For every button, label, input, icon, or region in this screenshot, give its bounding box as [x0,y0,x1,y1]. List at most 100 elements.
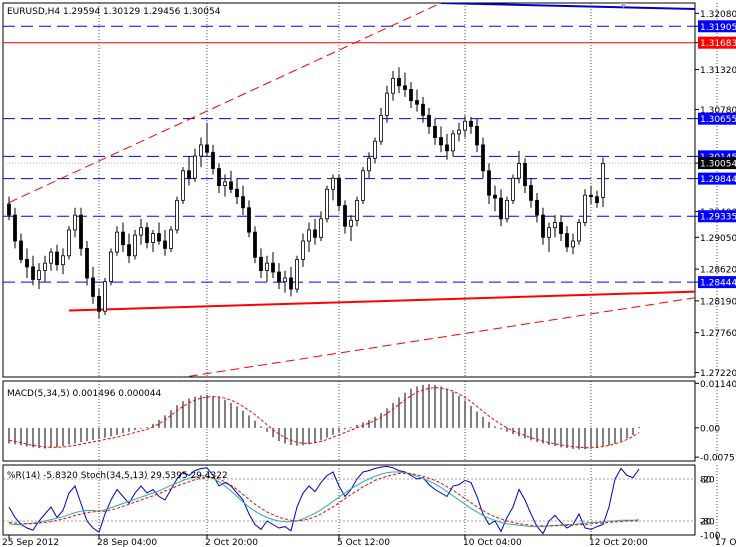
time-tick-label: 5 Oct 12:00 [337,538,390,547]
price-tick-label: 1.28190 [700,297,736,307]
candle-body [55,251,59,266]
candle-body [181,170,185,201]
chart-shift-icon[interactable] [620,3,627,8]
candle-body [229,181,233,190]
candle-body [175,199,179,231]
candle-body [337,177,341,206]
candle-body [25,259,29,268]
candle-body [517,162,521,179]
candle-body [127,244,131,257]
price-tick-label: 1.30780 [700,106,736,116]
candle-body [343,205,347,227]
candle-body [511,177,515,201]
bid-price-tag [698,157,736,170]
candle-body [217,168,221,186]
price-tick-label: 1.29050 [700,234,736,244]
price-tick-label: 1.31320 [700,66,736,76]
time-tick-label: 25 Sep 2012 [2,538,59,547]
candle-body [481,144,485,172]
candle-body [49,251,53,264]
candle-body [61,255,65,266]
candle-body [247,207,251,233]
candle-body [469,120,473,127]
time-axis: 25 Sep 2012 28 Sep 04:00 2 Oct 20:00 5 Oct … [2,535,736,547]
chart-header: EURUSD,H4 1.29594 1.30129 1.29456 1.3005… [7,7,221,17]
trend-line-resistance[interactable] [440,3,736,30]
candle-body [565,233,569,248]
candle-body [403,85,407,90]
candle-body [397,77,401,87]
price-panel [2,2,696,378]
macd-signal-line [8,387,640,449]
candle-body [97,296,101,312]
price-tick-label: 1.27760 [700,329,736,339]
price-tick-label: 1.32080 [700,10,736,20]
candle-body [319,218,323,238]
candle-body [493,194,497,199]
price-level-tag [698,210,736,223]
bid-price-label: 1.30054 [700,160,736,170]
candle-body [415,100,419,105]
price-tag-label: 1.28444 [700,279,736,289]
price-level-tag [698,172,736,185]
price-tag-label: 1.29335 [700,213,736,223]
candle-body [463,120,467,131]
candle-body [43,262,47,271]
candle-body [571,240,575,248]
candle-body [13,214,17,242]
macd-tick-label: -0.00751 [700,454,736,464]
candle-body [79,214,83,249]
candle-body [151,233,155,243]
candle-body [367,157,371,172]
price-levels [3,25,695,283]
candle-body [187,170,191,179]
oscillator-label: %R(14) -5.8320 Stoch(34,5,13) 29.5395 29… [7,471,228,481]
candle-body [277,271,281,283]
candle-body [439,137,443,146]
candle-body [103,281,107,312]
candle-body [325,188,329,220]
candle-body [559,222,563,235]
candle-body [259,256,263,271]
trend-line-channel-top[interactable] [8,3,442,204]
candle-body [139,227,143,236]
price-level-tag [698,112,736,125]
candle-body [427,114,431,127]
oscillator-axis: 80-20 20-80 -100 [700,476,721,542]
price-tag-label: 1.31905 [700,23,736,33]
macd-panel [2,380,696,462]
time-tick-label: 2 Oct 20:00 [205,538,258,547]
candle-body [451,133,455,152]
oscillator-tick-label: -100 [700,532,721,542]
candle-body [505,199,509,220]
candle-body [37,270,41,280]
oscillator-tick-label: 80 [700,476,712,486]
candle-body [589,194,593,198]
candle-body [199,144,203,157]
candle-body [475,126,479,146]
candles [7,67,605,319]
candle-body [349,219,353,227]
oscillator-series-1 [8,471,640,528]
candle-body [307,229,311,242]
candle-body [115,231,119,253]
candle-body [295,259,299,290]
candle-body [391,77,395,94]
candle-body [547,227,551,238]
candle-body [355,199,359,221]
candle-body [163,240,167,249]
candle-body [361,170,365,201]
candle-body [211,151,215,169]
candle-body [235,188,239,198]
candle-body [385,92,389,116]
candle-body [271,262,275,273]
trend-line-support[interactable] [68,265,736,312]
candle-body [535,199,539,216]
oscillator-series-2 [8,472,639,527]
oscillator-tick-label: -20 [700,476,715,486]
candle-body [331,177,335,190]
candle-body [223,181,227,186]
candle-body [91,277,95,297]
candle-body [595,196,599,203]
